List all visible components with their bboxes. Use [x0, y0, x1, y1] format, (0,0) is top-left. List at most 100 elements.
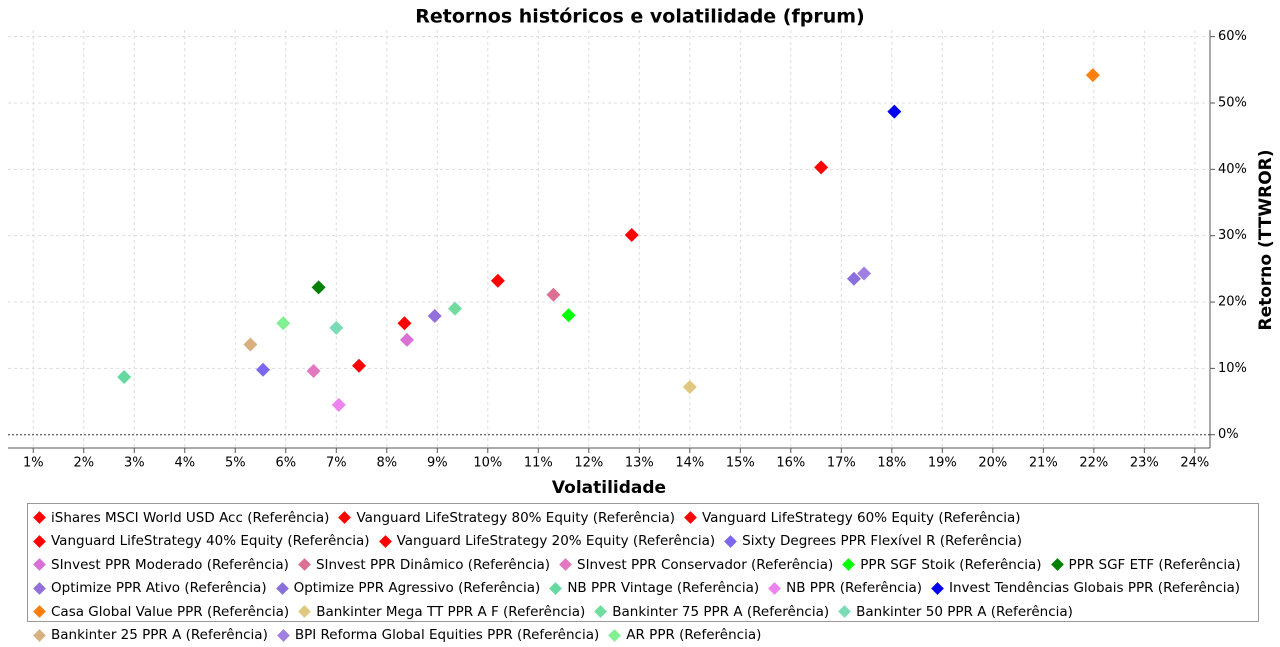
chart: Retornos históricos e volatilidade (fpru…: [0, 0, 1280, 500]
legend-label: Casa Global Value PPR (Referência): [51, 604, 289, 620]
y-axis-label: Retorno (TTWROR): [1256, 149, 1276, 330]
legend-item: iShares MSCI World USD Acc (Referência): [32, 506, 329, 530]
legend-item: NB PPR Vintage (Referência): [548, 577, 759, 601]
legend-item: Bankinter 50 PPR A (Referência): [837, 600, 1073, 624]
point: [491, 274, 505, 288]
legend-label: Optimize PPR Ativo (Referência): [51, 580, 267, 596]
legend-swatch: [842, 558, 855, 571]
legend-label: Vanguard LifeStrategy 60% Equity (Referê…: [702, 510, 1021, 526]
point: [329, 321, 343, 335]
legend-item: SInvest PPR Dinâmico (Referência): [297, 553, 550, 577]
legend-label: iShares MSCI World USD Acc (Referência): [51, 510, 329, 526]
x-tick-label: 12%: [574, 456, 603, 471]
legend-swatch: [724, 535, 737, 548]
y-tick-label: 0%: [1218, 427, 1239, 442]
legend-swatch: [33, 558, 46, 571]
legend-swatch: [594, 605, 607, 618]
legend-item: Vanguard LifeStrategy 20% Equity (Referê…: [378, 530, 716, 554]
x-tick-label: 21%: [1029, 456, 1058, 471]
legend: iShares MSCI World USD Acc (Referência) V…: [27, 503, 1259, 622]
point: [397, 316, 411, 330]
x-axis-label: Volatilidade: [552, 478, 666, 498]
y-tick-label: 60%: [1218, 29, 1247, 44]
x-tick-label: 24%: [1180, 456, 1209, 471]
point: [243, 337, 257, 351]
legend-swatch: [33, 629, 46, 642]
x-tick-label: 15%: [726, 456, 755, 471]
legend-label: Bankinter 50 PPR A (Referência): [856, 604, 1073, 620]
point: [312, 280, 326, 294]
point: [117, 370, 131, 384]
legend-item: Vanguard LifeStrategy 60% Equity (Referê…: [683, 506, 1021, 530]
legend-swatch: [33, 535, 46, 548]
legend-label: Vanguard LifeStrategy 40% Equity (Referê…: [51, 533, 370, 549]
legend-swatch: [768, 582, 781, 595]
x-tick-label: 14%: [675, 456, 704, 471]
legend-item: Bankinter 25 PPR A (Referência): [32, 624, 268, 647]
legend-swatch: [1051, 558, 1064, 571]
x-tick-label: 11%: [524, 456, 553, 471]
legend-label: Vanguard LifeStrategy 20% Equity (Referê…: [397, 533, 716, 549]
point: [352, 359, 366, 373]
legend-swatch: [33, 511, 46, 524]
point: [625, 228, 639, 242]
y-tick-label: 40%: [1218, 162, 1247, 177]
point: [276, 316, 290, 330]
y-tick-label: 30%: [1218, 228, 1247, 243]
legend-swatch: [608, 629, 621, 642]
page: Retornos históricos e volatilidade (fpru…: [0, 0, 1280, 629]
legend-label: Bankinter 75 PPR A (Referência): [612, 604, 829, 620]
point: [332, 398, 346, 412]
legend-label: Bankinter Mega TT PPR A F (Referência): [316, 604, 585, 620]
x-tick-label: 10%: [473, 456, 502, 471]
legend-swatch: [838, 605, 851, 618]
x-tick-label: 4%: [174, 456, 195, 471]
point: [256, 363, 270, 377]
legend-label: SInvest PPR Conservador (Referência): [577, 557, 833, 573]
legend-label: NB PPR Vintage (Referência): [567, 580, 759, 596]
point: [887, 105, 901, 119]
x-tick-label: 8%: [376, 456, 397, 471]
legend-item: SInvest PPR Conservador (Referência): [558, 553, 833, 577]
legend-label: PPR SGF ETF (Referência): [1069, 557, 1241, 573]
x-tick-label: 3%: [124, 456, 145, 471]
point: [546, 288, 560, 302]
legend-item: Vanguard LifeStrategy 40% Equity (Referê…: [32, 530, 370, 554]
legend-item: PPR SGF ETF (Referência): [1050, 553, 1241, 577]
point: [562, 308, 576, 322]
legend-swatch: [298, 558, 311, 571]
point: [1086, 68, 1100, 82]
legend-swatch: [549, 582, 562, 595]
legend-label: Vanguard LifeStrategy 80% Equity (Referê…: [356, 510, 675, 526]
legend-label: AR PPR (Referência): [626, 627, 761, 643]
point: [814, 160, 828, 174]
x-tick-label: 22%: [1079, 456, 1108, 471]
y-tick-label: 10%: [1218, 361, 1247, 376]
x-tick-label: 20%: [978, 456, 1007, 471]
legend-swatch: [276, 582, 289, 595]
x-tick-label: 23%: [1130, 456, 1159, 471]
y-tick-label: 50%: [1218, 95, 1247, 110]
legend-label: SInvest PPR Moderado (Referência): [51, 557, 289, 573]
legend-swatch: [339, 511, 352, 524]
x-tick-label: 5%: [225, 456, 246, 471]
legend-item: Vanguard LifeStrategy 80% Equity (Referê…: [337, 506, 675, 530]
legend-item: Casa Global Value PPR (Referência): [32, 600, 289, 624]
x-tick-label: 16%: [776, 456, 805, 471]
point: [683, 380, 697, 394]
point: [307, 364, 321, 378]
legend-item: Optimize PPR Agressivo (Referência): [275, 577, 541, 601]
point: [400, 333, 414, 347]
legend-label: PPR SGF Stoik (Referência): [860, 557, 1041, 573]
x-tick-label: 9%: [427, 456, 448, 471]
y-tick-label: 20%: [1218, 295, 1247, 310]
legend-swatch: [559, 558, 572, 571]
legend-item: Optimize PPR Ativo (Referência): [32, 577, 267, 601]
legend-swatch: [33, 582, 46, 595]
x-tick-label: 13%: [625, 456, 654, 471]
point: [448, 302, 462, 316]
legend-label: Optimize PPR Agressivo (Referência): [294, 580, 541, 596]
legend-item: Invest Tendências Globais PPR (Referênci…: [930, 577, 1240, 601]
legend-label: Bankinter 25 PPR A (Referência): [51, 627, 268, 643]
legend-swatch: [931, 582, 944, 595]
